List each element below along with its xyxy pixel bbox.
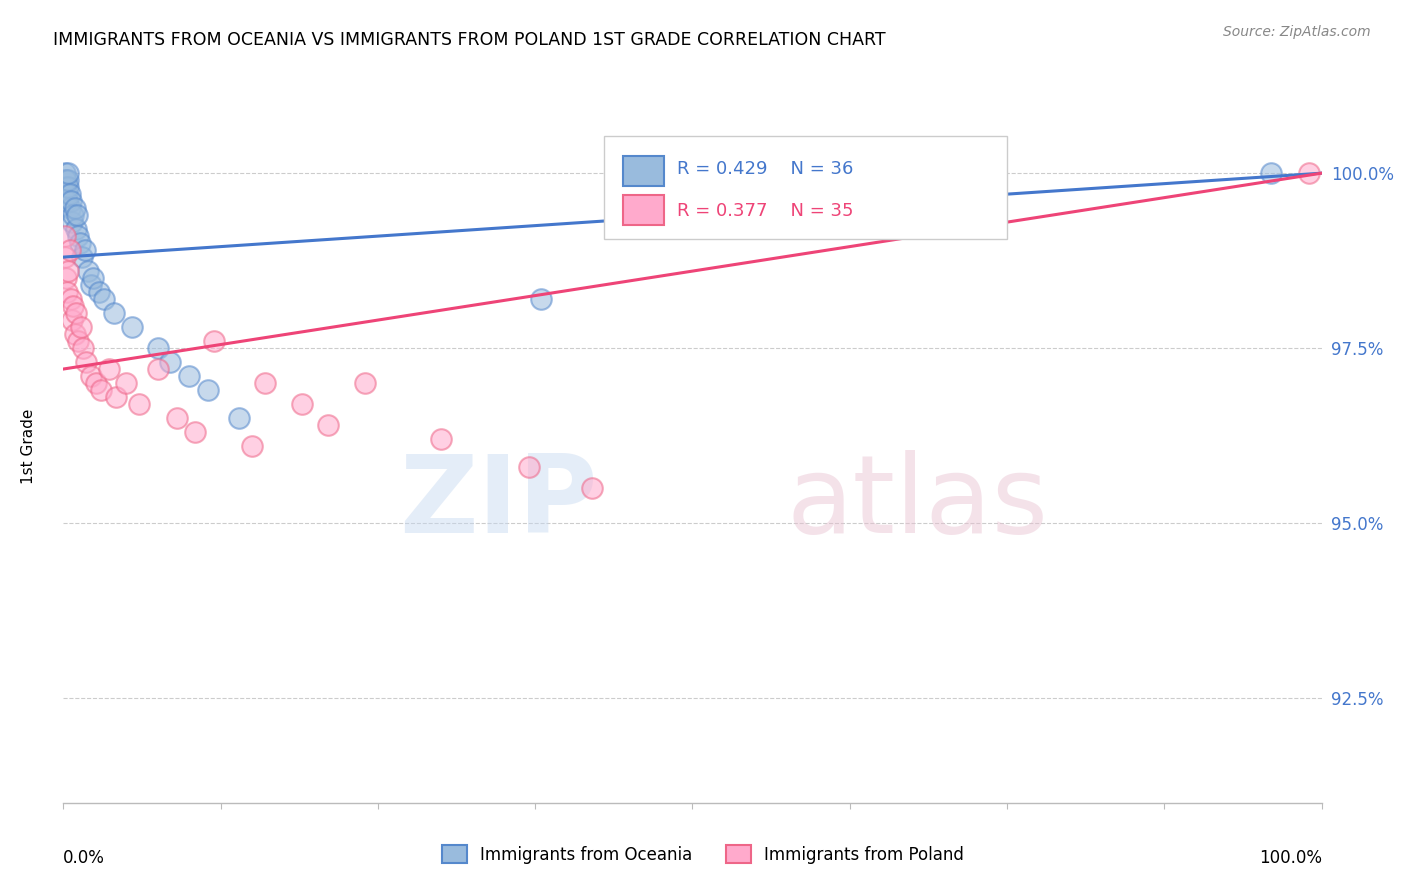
Point [60,313,83,327]
Point [67,334,90,348]
Point [56,187,79,202]
Point [63,201,86,215]
Point [73,243,96,257]
Point [56,285,79,299]
Point [55,271,77,285]
Point [58,201,80,215]
Point [58,187,80,202]
Point [75,355,97,369]
Point [70,320,93,334]
Point [90,383,112,397]
FancyBboxPatch shape [623,155,664,186]
Point [159,355,181,369]
Point [53,173,76,187]
Point [128,397,150,411]
Point [530,292,553,306]
Point [82,271,104,285]
Point [121,320,143,334]
Point [58,243,80,257]
Point [63,327,86,342]
Point [1260,166,1282,180]
Point [1298,166,1320,180]
Point [53,180,76,194]
Point [430,432,453,446]
Point [517,460,540,475]
Point [58,166,80,180]
Point [72,341,94,355]
Point [58,264,80,278]
Point [60,215,83,229]
Text: Source: ZipAtlas.com: Source: ZipAtlas.com [1223,25,1371,39]
Point [70,250,93,264]
Text: 0.0%: 0.0% [63,849,105,867]
Point [93,292,115,306]
Point [58,180,80,194]
Point [179,369,201,384]
Point [62,299,84,313]
Point [80,278,103,293]
FancyBboxPatch shape [605,136,1007,239]
Point [581,481,603,495]
Point [67,229,90,244]
Point [166,411,188,425]
Point [84,376,107,390]
Point [53,229,76,244]
Point [55,173,77,187]
Point [59,194,82,208]
Point [103,306,125,320]
Point [59,292,82,306]
Point [957,208,980,222]
Point [291,397,314,411]
Point [105,390,128,404]
Point [58,173,80,187]
Point [62,208,84,222]
Point [80,369,103,384]
Point [184,425,207,439]
Text: 1st Grade: 1st Grade [21,409,35,483]
Text: 100.0%: 100.0% [1258,849,1322,867]
FancyBboxPatch shape [623,194,664,225]
Point [65,306,87,320]
Text: IMMIGRANTS FROM OCEANIA VS IMMIGRANTS FROM POLAND 1ST GRADE CORRELATION CHART: IMMIGRANTS FROM OCEANIA VS IMMIGRANTS FR… [53,31,886,49]
Point [202,334,225,348]
Point [97,362,120,376]
Point [316,417,339,432]
Point [77,264,100,278]
Text: R = 0.377    N = 35: R = 0.377 N = 35 [678,202,853,219]
Point [53,166,76,180]
Point [197,383,219,397]
Point [146,341,169,355]
Legend: Immigrants from Oceania, Immigrants from Poland: Immigrants from Oceania, Immigrants from… [436,838,970,871]
Point [115,376,138,390]
Point [146,362,169,376]
Point [69,236,91,251]
Point [354,376,377,390]
Point [56,194,79,208]
Text: R = 0.429    N = 36: R = 0.429 N = 36 [678,161,853,178]
Point [87,285,110,299]
Text: atlas: atlas [787,450,1049,556]
Point [53,250,76,264]
Point [65,222,87,236]
Point [253,376,276,390]
Point [240,439,263,453]
Text: ZIP: ZIP [399,450,598,556]
Point [228,411,250,425]
Point [66,208,89,222]
